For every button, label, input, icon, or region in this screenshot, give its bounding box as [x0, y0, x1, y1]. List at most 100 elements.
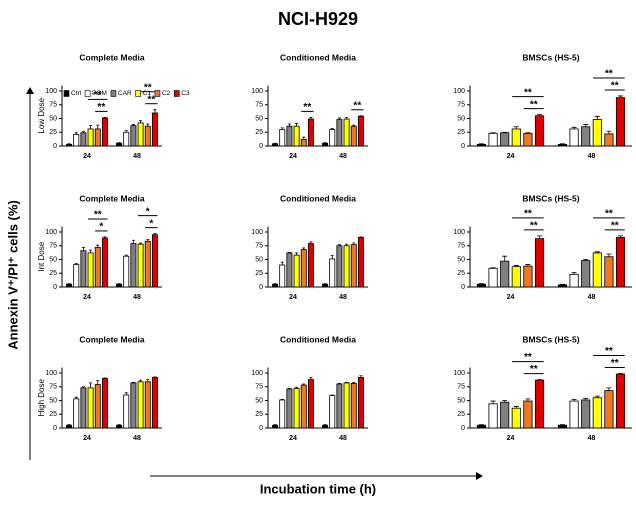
error-bar — [323, 283, 327, 285]
panel-title: Complete Media — [79, 334, 144, 344]
error-bar — [345, 243, 349, 246]
y-tick-label: 25 — [49, 270, 57, 277]
bar — [73, 264, 80, 288]
legend-label: C1 — [143, 90, 152, 97]
y-tick-label: 0 — [259, 284, 263, 291]
bar — [307, 379, 314, 429]
error-bar — [117, 283, 121, 285]
error-bar — [309, 241, 313, 244]
bar — [123, 255, 130, 288]
significance-label: ** — [147, 94, 155, 105]
bar — [534, 379, 545, 429]
row-label: Int Dose — [37, 241, 46, 271]
error-bar — [280, 261, 284, 265]
significance-label: ** — [524, 352, 532, 363]
error-bar — [559, 143, 565, 145]
legend-swatch — [173, 90, 180, 97]
error-bar — [131, 124, 135, 126]
y-tick-label: 0 — [461, 284, 465, 291]
bar — [604, 133, 614, 147]
bar — [357, 237, 364, 288]
panel-title: Complete Media — [79, 193, 144, 203]
bar — [87, 252, 94, 288]
error-bar — [618, 373, 624, 375]
bar — [523, 132, 533, 147]
significance-label: ** — [605, 208, 613, 219]
bar — [130, 382, 137, 429]
bar — [336, 119, 343, 147]
error-bar — [513, 126, 519, 129]
error-bar — [131, 239, 135, 244]
x-tick-label: 48 — [588, 294, 596, 301]
error-bar — [103, 377, 107, 379]
bar — [116, 283, 123, 288]
significance-label: ** — [530, 99, 538, 110]
bar — [476, 424, 487, 429]
x-tick-label: 24 — [507, 153, 515, 160]
error-bar — [139, 120, 143, 123]
error-bar — [67, 424, 71, 426]
error-bar — [302, 383, 306, 386]
significance-label: ** — [94, 90, 102, 101]
bar — [569, 128, 579, 147]
bar — [130, 243, 137, 288]
error-bar — [287, 251, 291, 253]
y-tick-label: 0 — [53, 284, 57, 291]
error-bar — [337, 244, 341, 246]
error-bar — [131, 381, 135, 383]
error-bar — [273, 142, 277, 144]
y-tick-label: 75 — [255, 102, 263, 109]
bar — [329, 129, 336, 147]
bar — [286, 125, 293, 147]
y-tick-label: 75 — [457, 384, 465, 391]
bar — [488, 267, 498, 288]
bar — [73, 398, 80, 429]
significance-label: ** — [524, 87, 532, 98]
y-tick-label: 25 — [457, 129, 465, 136]
y-tick-label: 100 — [453, 370, 465, 377]
error-bar — [537, 235, 543, 239]
bar — [137, 243, 144, 288]
error-bar — [139, 242, 143, 245]
error-bar — [146, 239, 150, 242]
y-tick-label: 50 — [457, 397, 465, 404]
bar — [300, 138, 307, 147]
bar — [343, 382, 350, 429]
error-bar — [153, 109, 157, 113]
bar — [94, 128, 101, 147]
x-tick-label: 48 — [588, 435, 596, 442]
y-tick-label: 75 — [255, 384, 263, 391]
bar — [300, 384, 307, 429]
y-tick-label: 100 — [453, 229, 465, 236]
error-bar — [302, 136, 306, 140]
error-bar — [490, 132, 496, 134]
error-bar — [594, 395, 600, 398]
bar — [293, 254, 300, 288]
error-bar — [280, 399, 284, 400]
significance-label: ** — [611, 81, 619, 92]
bar — [322, 424, 329, 429]
error-bar — [89, 249, 93, 253]
significance-label: ** — [303, 102, 311, 113]
error-bar — [537, 114, 543, 116]
y-tick-label: 100 — [251, 88, 263, 95]
error-bar — [74, 396, 78, 399]
error-bar — [525, 132, 531, 134]
bar — [300, 249, 307, 288]
bar — [534, 238, 545, 288]
x-tick-label: 24 — [83, 153, 91, 160]
error-bar — [146, 379, 150, 382]
bar — [488, 403, 498, 429]
bar — [286, 252, 293, 288]
bar — [279, 129, 286, 147]
y-tick-label: 75 — [457, 102, 465, 109]
bar — [272, 424, 279, 429]
significance-label: * — [146, 206, 150, 217]
bar — [592, 397, 602, 429]
error-bar — [323, 424, 327, 426]
panel-title: Conditioned Media — [280, 52, 356, 62]
panel-title: BMSCs (HS-5) — [522, 193, 579, 203]
error-bar — [337, 383, 341, 384]
bar — [615, 373, 626, 429]
